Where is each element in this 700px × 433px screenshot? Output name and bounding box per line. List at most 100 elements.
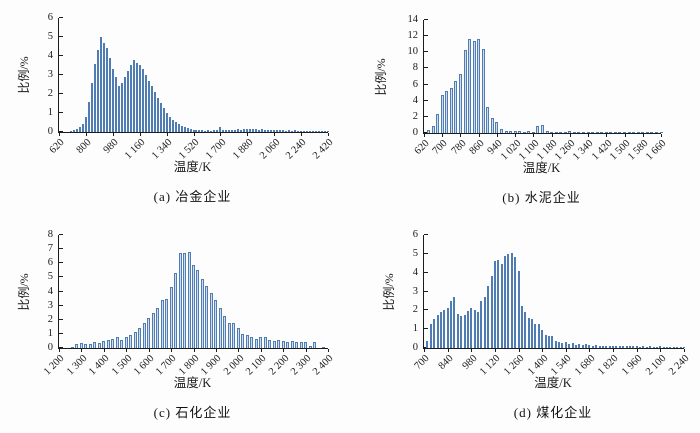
histogram-bar xyxy=(666,347,669,348)
histogram-bar xyxy=(250,337,254,348)
x-tick-mark xyxy=(215,349,217,352)
histogram-bar xyxy=(90,83,93,132)
histogram-bar xyxy=(279,130,282,132)
x-tick-mark xyxy=(471,349,473,352)
y-tick-mark xyxy=(424,83,428,85)
chart-d-coal-chemical: 比例/% 0 1 2 3 4 5 6 700 840 980 1 120 1 260 1 400 1 54… xyxy=(352,221,700,433)
histogram-bar xyxy=(591,132,595,133)
histogram-bar xyxy=(252,129,255,132)
histogram-bar xyxy=(541,125,544,133)
histogram-bar xyxy=(632,132,636,133)
x-tick-mark xyxy=(247,133,249,136)
histogram-bar xyxy=(171,120,174,132)
histogram-bar xyxy=(612,346,615,348)
y-axis-label-b: 比例/% xyxy=(374,57,388,96)
histogram-bar xyxy=(636,132,640,133)
histogram-bar xyxy=(480,301,483,348)
histogram-bar xyxy=(427,130,431,133)
histogram-bar xyxy=(676,347,679,348)
y-tick-label: 4 xyxy=(47,50,53,61)
histogram-bar xyxy=(554,341,557,348)
histogram-bar xyxy=(236,328,240,348)
y-tick-mark xyxy=(424,309,428,311)
x-tick-mark xyxy=(260,349,262,352)
y-tick-mark xyxy=(59,347,63,348)
histogram-bar xyxy=(481,49,485,133)
histogram-bar xyxy=(153,92,156,132)
histogram-bar xyxy=(507,254,510,348)
x-tick-mark xyxy=(613,349,615,352)
histogram-bar xyxy=(174,122,177,132)
histogram-bar xyxy=(613,132,617,133)
histogram-bar xyxy=(84,117,87,132)
histogram-bar xyxy=(286,342,290,348)
histogram-bar xyxy=(458,74,462,133)
histogram-bar xyxy=(79,343,83,348)
x-tick-mark xyxy=(59,349,60,352)
histogram-bar xyxy=(132,60,135,132)
histogram-bar xyxy=(655,347,658,348)
histogram-bar xyxy=(440,95,444,133)
x-axis-label-c: 温度/K xyxy=(173,376,212,390)
histogram-bar xyxy=(129,65,132,132)
histogram-bar xyxy=(493,261,496,348)
histogram-bar xyxy=(151,313,155,348)
x-tick-label: 700 xyxy=(412,353,432,372)
histogram-bar xyxy=(267,130,270,132)
histogram-bar xyxy=(147,318,151,348)
x-tick-mark xyxy=(424,134,425,137)
x-tick-mark xyxy=(447,349,449,352)
histogram-bar xyxy=(237,129,240,132)
histogram-bar xyxy=(75,129,78,132)
histogram-bar xyxy=(129,335,133,348)
x-tick-mark xyxy=(533,134,535,137)
histogram-bar xyxy=(618,132,622,133)
histogram-bar xyxy=(623,132,627,133)
histogram-bar xyxy=(436,114,440,133)
y-tick-label: 3 xyxy=(47,299,53,311)
histogram-bar xyxy=(635,346,638,348)
x-axis-label-b: 温度/K xyxy=(522,161,561,175)
plot-area-d: 0 1 2 3 4 5 6 700 840 980 1 120 1 260 1 400 1 540 1 68… xyxy=(413,229,692,377)
histogram-bar xyxy=(524,312,527,348)
histogram-bar xyxy=(277,340,281,348)
histogram-bar xyxy=(443,310,446,348)
histogram-bar xyxy=(223,316,227,348)
histogram-bar xyxy=(453,297,456,348)
y-tick-mark xyxy=(424,252,428,254)
histogram-bar xyxy=(504,256,507,348)
histogram-bar xyxy=(571,343,574,348)
x-tick-mark xyxy=(660,349,662,352)
x-tick-mark xyxy=(139,133,141,136)
y-tick-label: 2 xyxy=(47,88,53,99)
histogram-bar xyxy=(315,131,318,132)
histogram-bar xyxy=(460,316,463,348)
y-tick-label: 12 xyxy=(407,30,419,42)
x-tick-label: 860 xyxy=(467,138,487,157)
y-tick-label: 1 xyxy=(47,107,53,118)
histogram-bar xyxy=(123,77,126,132)
y-tick-label: 1 xyxy=(47,327,53,339)
histogram-bar xyxy=(439,312,442,348)
y-tick-mark xyxy=(59,55,63,56)
histogram-bar xyxy=(429,324,432,348)
histogram-bar xyxy=(102,43,105,132)
x-tick-mark xyxy=(220,133,222,136)
histogram-bar xyxy=(69,131,72,132)
histogram-bar xyxy=(618,346,621,348)
histogram-bar xyxy=(234,130,237,132)
y-tick-label: 0 xyxy=(412,342,418,353)
y-tick-mark xyxy=(424,67,428,69)
y-tick-label: 7 xyxy=(47,243,53,255)
histogram-bar xyxy=(547,336,550,348)
histogram-bar xyxy=(608,346,611,348)
histogram-bar xyxy=(558,342,561,348)
histogram-bar xyxy=(312,131,315,132)
histogram-bar xyxy=(669,347,672,348)
x-tick-mark xyxy=(478,134,480,137)
histogram-bar xyxy=(93,64,96,132)
x-tick-mark xyxy=(518,349,520,352)
histogram-bar xyxy=(138,65,141,132)
histogram-bar xyxy=(568,131,572,133)
y-tick-mark xyxy=(59,262,63,264)
